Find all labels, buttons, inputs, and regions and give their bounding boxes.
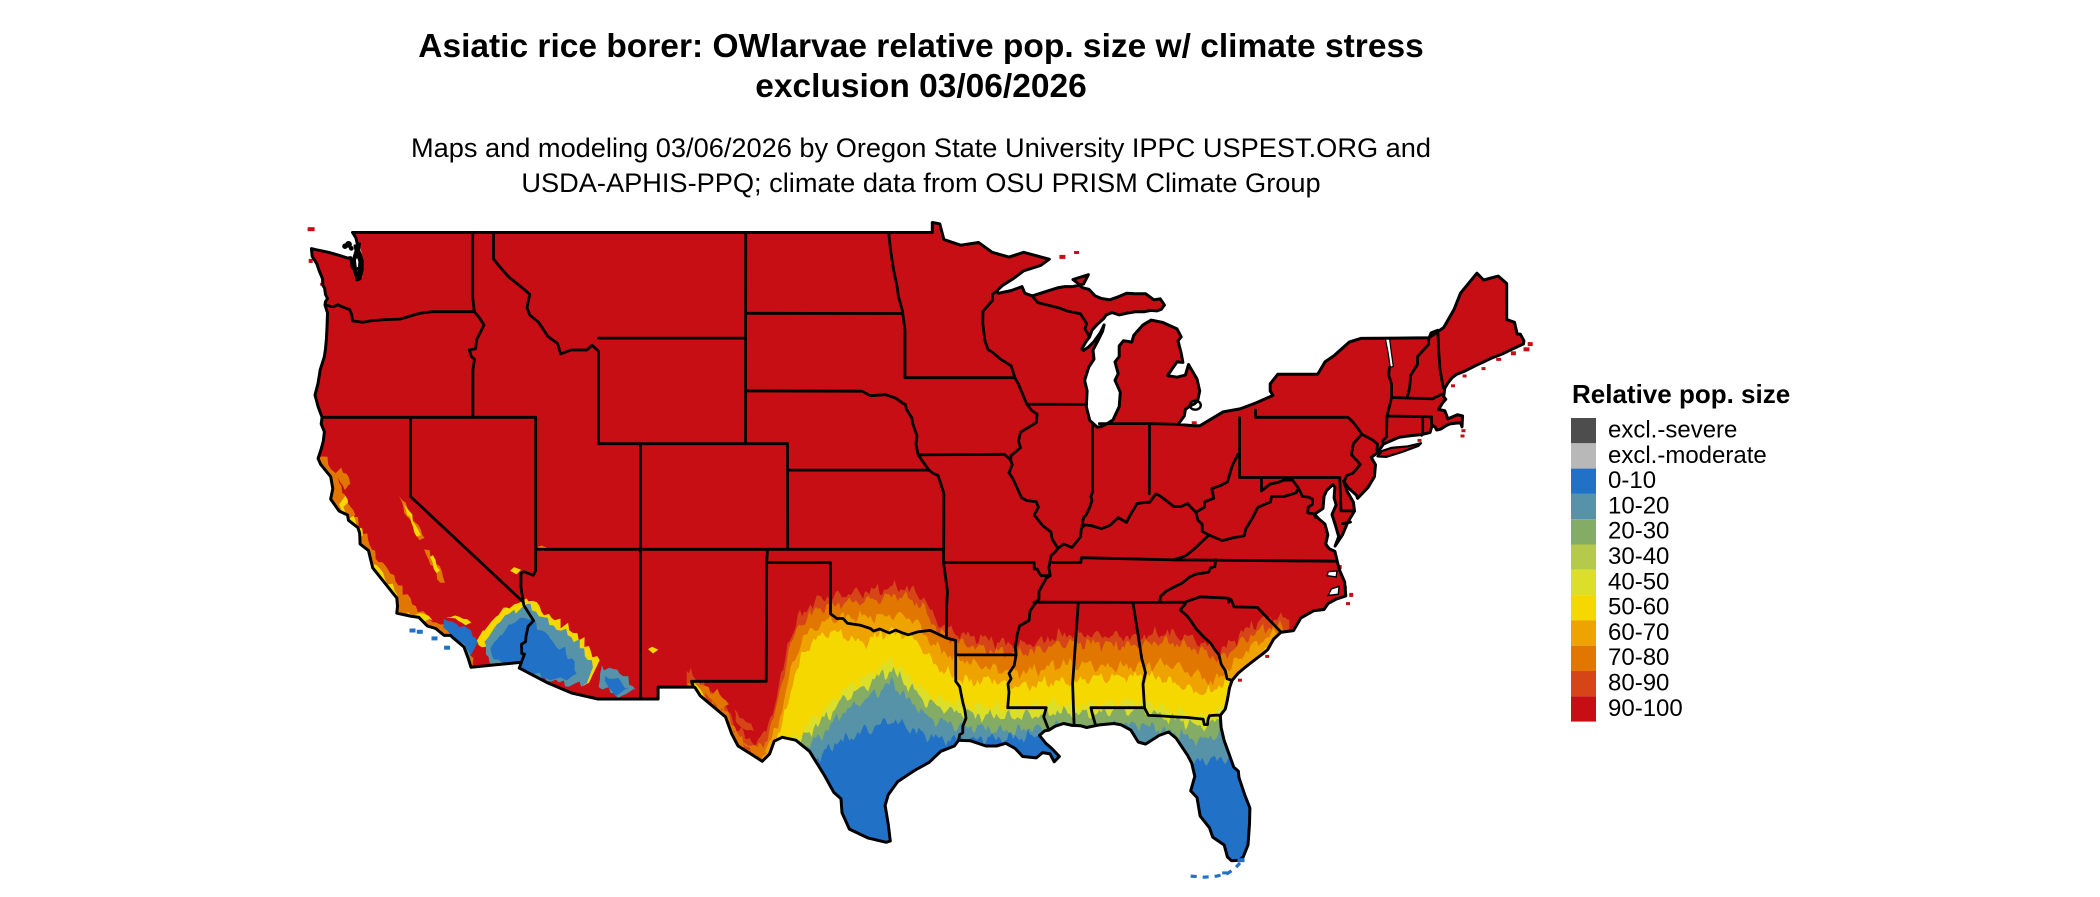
svg-text:0-10: 0-10 (1608, 467, 1656, 494)
svg-text:exclusion 03/06/2026: exclusion 03/06/2026 (755, 68, 1087, 105)
svg-text:Asiatic rice borer: OWlarvae r: Asiatic rice borer: OWlarvae relative po… (418, 28, 1423, 65)
svg-text:80-90: 80-90 (1608, 670, 1669, 697)
svg-text:20-30: 20-30 (1608, 518, 1669, 545)
svg-text:excl.-moderate: excl.-moderate (1608, 442, 1767, 469)
svg-text:30-40: 30-40 (1608, 543, 1669, 570)
svg-text:90-100: 90-100 (1608, 695, 1683, 722)
svg-text:excl.-severe: excl.-severe (1608, 417, 1737, 444)
svg-text:60-70: 60-70 (1608, 619, 1669, 646)
svg-text:40-50: 40-50 (1608, 568, 1669, 595)
svg-text:Relative pop. size: Relative pop. size (1572, 379, 1790, 409)
svg-text:USDA-APHIS-PPQ; climate data f: USDA-APHIS-PPQ; climate data from OSU PR… (521, 167, 1320, 198)
svg-text:Maps and modeling 03/06/2026 b: Maps and modeling 03/06/2026 by Oregon S… (411, 132, 1431, 163)
svg-text:10-20: 10-20 (1608, 492, 1669, 519)
svg-text:50-60: 50-60 (1608, 594, 1669, 621)
svg-text:70-80: 70-80 (1608, 644, 1669, 671)
